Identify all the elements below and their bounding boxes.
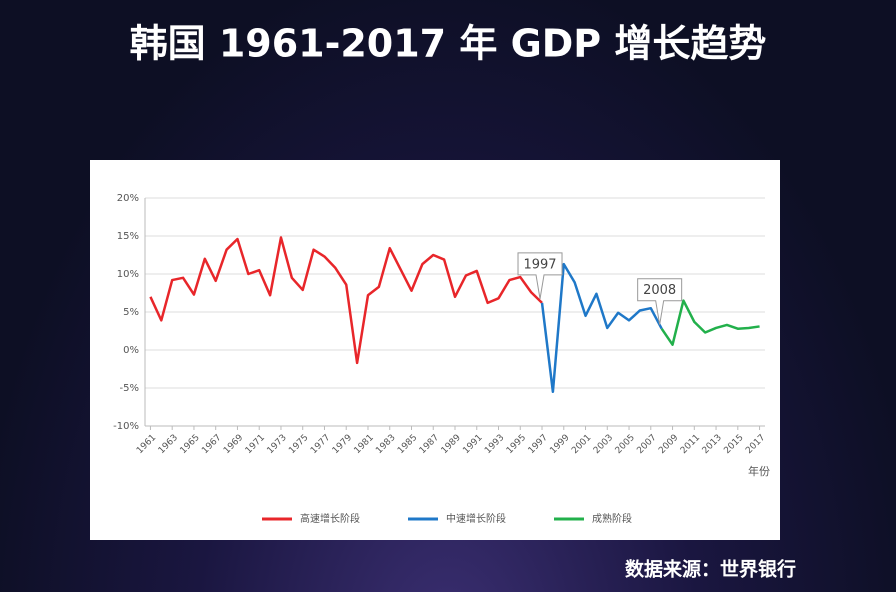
legend-label: 中速增长阶段 bbox=[446, 512, 506, 525]
series-line bbox=[540, 262, 663, 394]
y-tick-label: 10% bbox=[117, 269, 139, 280]
y-tick-label: -10% bbox=[113, 421, 139, 432]
slide-title: 韩国 1961-2017 年 GDP 增长趋势 bbox=[130, 22, 767, 66]
y-tick-label: 0% bbox=[123, 345, 139, 356]
y-tick-label: 15% bbox=[117, 231, 139, 242]
callout-box bbox=[637, 278, 683, 325]
series-line bbox=[149, 236, 543, 365]
callout-box bbox=[517, 252, 563, 299]
y-tick-label: -5% bbox=[120, 383, 139, 394]
annotation: 2008 bbox=[643, 283, 676, 298]
series-line bbox=[660, 299, 760, 346]
annotation: 1997 bbox=[523, 257, 556, 272]
x-axis-label: 年份 bbox=[748, 464, 770, 478]
y-tick-label: 5% bbox=[123, 307, 139, 318]
y-tick-label: 20% bbox=[117, 193, 139, 204]
legend-label: 高速增长阶段 bbox=[300, 512, 360, 525]
legend-label: 成熟阶段 bbox=[592, 512, 632, 525]
source-note: 数据来源：世界银行 bbox=[625, 558, 796, 581]
